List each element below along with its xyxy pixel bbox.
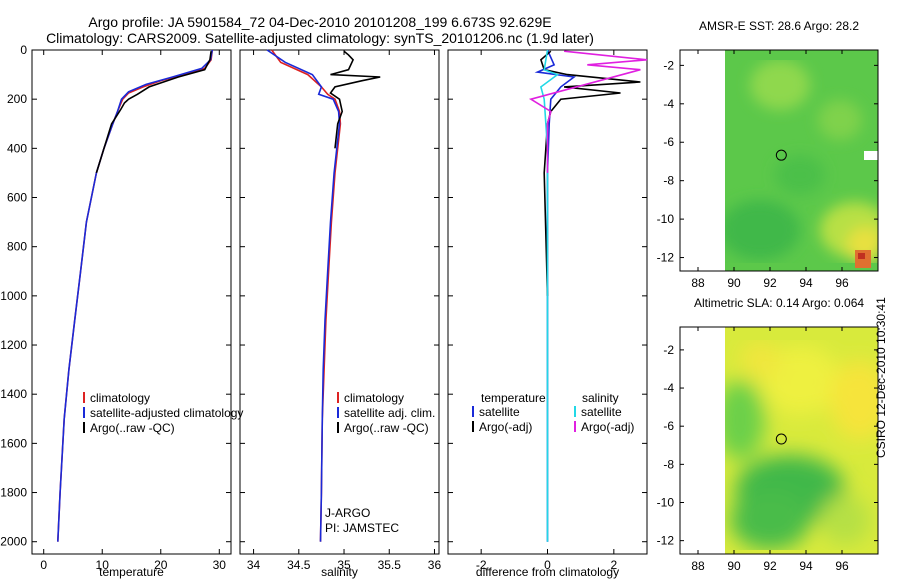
series-group — [57, 49, 214, 542]
x-tick-label: 30 — [213, 558, 227, 572]
x-tick-label: 20 — [154, 558, 168, 572]
x-tick-label: 2 — [610, 558, 617, 572]
annotation-text: PI: JAMSTEC — [325, 521, 399, 535]
y-tick-label: 1200 — [0, 338, 27, 352]
series-line — [534, 49, 577, 542]
y-tick-label: 200 — [7, 92, 27, 106]
x-axis-label: temperature — [99, 565, 164, 579]
x-tick-label: 35.5 — [378, 558, 402, 572]
sst-map-field — [725, 50, 878, 271]
y-tick-label: -4 — [663, 97, 674, 111]
legend-label: climatology — [90, 391, 150, 405]
legend-label: Argo(..raw -QC) — [90, 421, 175, 435]
y-tick-label: 2000 — [0, 535, 27, 549]
y-tick-label: -6 — [663, 135, 674, 149]
x-tick-label: 34 — [247, 558, 261, 572]
series-line — [271, 49, 342, 542]
y-tick-label: 600 — [7, 191, 27, 205]
legend-label: satellite adj. clim. — [344, 406, 435, 420]
x-tick-label: 0 — [544, 558, 551, 572]
y-tick-label: -6 — [663, 419, 674, 433]
chart-title-line1: Argo profile: JA 5901584_72 04-Dec-2010 … — [88, 14, 552, 30]
x-tick-label: 35 — [337, 558, 351, 572]
plot-frame — [31, 49, 232, 555]
legend-label: satellite-adjusted climatology — [90, 406, 243, 420]
y-tick-label: 1400 — [0, 387, 27, 401]
x-tick-label: 94 — [799, 276, 813, 290]
legend-label: climatology — [344, 391, 404, 405]
x-tick-label: 94 — [799, 559, 813, 573]
legend-label: Argo(-adj) — [581, 420, 634, 434]
legend-label: Argo(..raw -QC) — [344, 421, 429, 435]
annotation-text: J-ARGO — [325, 506, 370, 520]
series-group — [266, 49, 381, 542]
x-tick-label: 36 — [428, 558, 442, 572]
profile-location-marker — [775, 433, 787, 445]
y-tick-label: -8 — [663, 174, 674, 188]
sla-map-field — [725, 327, 878, 554]
y-tick-label: -12 — [657, 534, 675, 548]
x-tick-label: -2 — [476, 558, 487, 572]
series-line — [329, 50, 381, 149]
x-tick-label: 96 — [835, 276, 849, 290]
y-tick-label: 0 — [20, 43, 27, 57]
map-title: AMSR-E SST: 28.6 Argo: 28.2 — [699, 19, 859, 33]
map-frame — [679, 326, 879, 555]
y-tick-label: 1000 — [0, 289, 27, 303]
x-tick-label: 88 — [691, 559, 705, 573]
x-tick-label: 92 — [763, 276, 777, 290]
x-tick-label: 34.5 — [287, 558, 311, 572]
x-tick-label: 10 — [96, 558, 110, 572]
map-frame — [679, 49, 879, 272]
plot-frame — [239, 49, 440, 555]
series-line — [57, 49, 214, 542]
y-tick-label: -2 — [663, 58, 674, 72]
y-tick-label: -12 — [657, 251, 675, 265]
series-line — [539, 50, 641, 296]
series-line — [57, 49, 214, 542]
x-tick-label: 92 — [763, 559, 777, 573]
legend-label: satellite — [479, 405, 520, 419]
y-tick-label: -8 — [663, 457, 674, 471]
y-tick-label: -2 — [663, 343, 674, 357]
x-axis-label: difference from climatology — [476, 565, 619, 579]
x-tick-label: 90 — [727, 276, 741, 290]
x-tick-label: 90 — [727, 559, 741, 573]
series-line — [266, 49, 341, 542]
legend-label: satellite — [581, 405, 622, 419]
chart-title-line2: Climatology: CARS2009. Satellite-adjuste… — [46, 30, 594, 46]
y-tick-label: 1600 — [0, 436, 27, 450]
x-tick-label: 96 — [835, 559, 849, 573]
x-axis-label: salinity — [321, 565, 358, 579]
legend-label: temperature — [481, 391, 546, 405]
series-group — [528, 49, 648, 542]
x-tick-label: 0 — [40, 558, 47, 572]
y-tick-label: -10 — [657, 212, 675, 226]
x-tick-label: 88 — [691, 276, 705, 290]
legend-label: Argo(-adj) — [479, 420, 532, 434]
y-tick-label: -10 — [657, 495, 675, 509]
series-line — [539, 49, 560, 542]
credit-label: CSIRO 12-Dec-2010 10:30:41 — [874, 297, 888, 458]
y-tick-label: 400 — [7, 141, 27, 155]
y-tick-label: 1800 — [0, 486, 27, 500]
series-line — [528, 50, 648, 173]
y-tick-label: 800 — [7, 240, 27, 254]
legend-label: salinity — [582, 391, 619, 405]
series-line — [95, 51, 212, 174]
y-tick-label: -4 — [663, 381, 674, 395]
profile-location-marker — [775, 149, 787, 161]
map-title: Altimetric SLA: 0.14 Argo: 0.064 — [694, 296, 864, 310]
